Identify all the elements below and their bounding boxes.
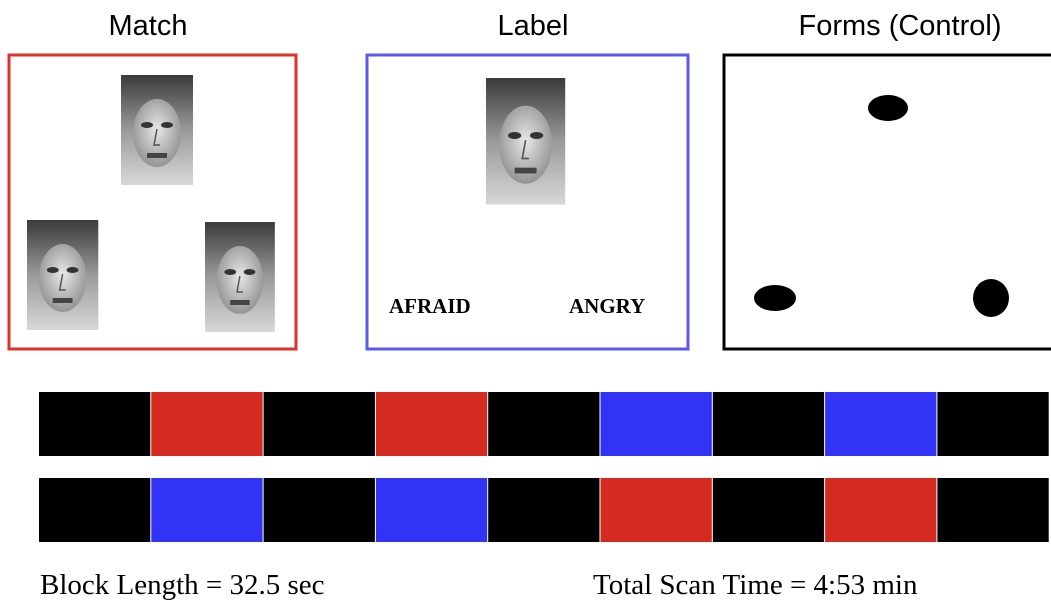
- total-scan-time: Total Scan Time = 4:53 min: [593, 569, 918, 601]
- face-image: [121, 75, 193, 185]
- block: [376, 392, 487, 456]
- block: [488, 478, 599, 542]
- choice-label: AFRAID: [389, 294, 471, 318]
- form-shape: [754, 285, 796, 311]
- block: [151, 392, 262, 456]
- block: [39, 478, 150, 542]
- block: [713, 478, 824, 542]
- block: [376, 478, 487, 542]
- face-image: [27, 220, 98, 330]
- block: [825, 478, 936, 542]
- block: [937, 478, 1048, 542]
- panel-title: Match: [109, 10, 188, 42]
- panel-title: Forms (Control): [798, 10, 1001, 42]
- figure: Match Label Forms (Control) AFRAID ANGRY…: [0, 0, 1051, 601]
- block: [601, 478, 712, 542]
- block: [713, 392, 824, 456]
- block: [825, 392, 936, 456]
- block: [264, 392, 375, 456]
- block: [937, 392, 1048, 456]
- block: [488, 392, 599, 456]
- block: [264, 478, 375, 542]
- face-image: [205, 222, 275, 332]
- block: [601, 392, 712, 456]
- form-shape: [973, 279, 1009, 317]
- face-image: [486, 78, 565, 205]
- block-design: [39, 392, 1049, 542]
- block: [39, 392, 150, 456]
- form-shape: [868, 95, 908, 121]
- block-length: Block Length = 32.5 sec: [40, 569, 325, 601]
- block: [151, 478, 262, 542]
- choice-label: ANGRY: [569, 294, 645, 318]
- panel-title: Label: [498, 10, 569, 42]
